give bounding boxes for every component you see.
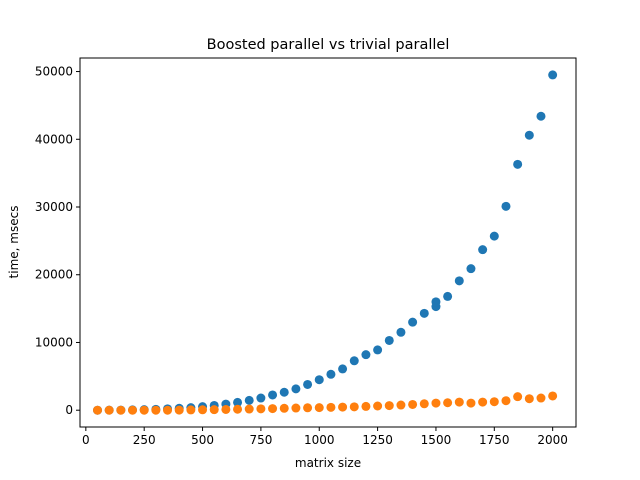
- data-point: [303, 403, 313, 413]
- data-point: [244, 404, 254, 414]
- data-point: [361, 350, 371, 360]
- data-point: [268, 404, 278, 414]
- data-point: [489, 397, 499, 407]
- data-point: [408, 317, 418, 327]
- x-tick-label: 250: [133, 433, 156, 447]
- x-tick-label: 1000: [304, 433, 335, 447]
- y-axis-ticks: 0 10000 20000 30000 40000 50000: [35, 65, 80, 417]
- data-point: [93, 405, 103, 415]
- data-point: [443, 398, 453, 408]
- data-point: [489, 231, 499, 241]
- data-point: [524, 130, 534, 140]
- data-point: [326, 402, 336, 412]
- y-tick-label: 40000: [35, 132, 73, 146]
- data-point: [209, 405, 219, 415]
- data-point: [314, 403, 324, 413]
- x-tick-label: 500: [191, 433, 214, 447]
- data-point: [548, 70, 558, 80]
- series-2: [93, 391, 558, 415]
- data-point: [314, 375, 324, 385]
- data-point: [513, 392, 523, 402]
- data-point: [198, 405, 208, 415]
- data-point: [326, 369, 336, 379]
- data-point: [384, 401, 394, 411]
- data-point: [501, 201, 511, 211]
- data-point: [151, 405, 161, 415]
- data-point: [478, 245, 488, 255]
- data-point: [349, 356, 359, 366]
- x-tick-label: 1250: [362, 433, 393, 447]
- data-point: [338, 364, 348, 374]
- data-point: [139, 405, 149, 415]
- y-tick-label: 30000: [35, 200, 73, 214]
- x-tick-label: 2000: [537, 433, 568, 447]
- y-tick-label: 20000: [35, 268, 73, 282]
- data-point: [256, 393, 266, 403]
- data-point: [501, 396, 511, 406]
- x-tick-label: 750: [249, 433, 272, 447]
- y-tick-label: 0: [65, 403, 73, 417]
- x-tick-label: 0: [82, 433, 90, 447]
- data-point: [291, 403, 301, 413]
- data-point: [384, 335, 394, 345]
- data-point: [454, 397, 464, 407]
- data-point: [513, 159, 523, 169]
- data-point: [396, 327, 406, 337]
- y-tick-label: 50000: [35, 65, 73, 79]
- chart-title: Boosted parallel vs trivial parallel: [207, 37, 450, 53]
- data-point: [373, 345, 383, 355]
- data-point: [431, 297, 441, 307]
- x-tick-label: 1500: [421, 433, 452, 447]
- data-point: [221, 404, 231, 414]
- data-point: [373, 401, 383, 411]
- data-point: [478, 397, 488, 407]
- data-point: [466, 398, 476, 408]
- data-point: [454, 276, 464, 286]
- data-point: [466, 264, 476, 274]
- data-point: [548, 391, 558, 401]
- axes-frame: [79, 57, 577, 428]
- data-point: [419, 308, 429, 318]
- data-point: [396, 400, 406, 410]
- data-point: [443, 291, 453, 301]
- data-point: [186, 405, 196, 415]
- x-axis-ticks: 0 250 500 750 1000 1250 1500 1750 2000: [82, 427, 568, 447]
- x-axis-label: matrix size: [295, 456, 361, 470]
- y-axis-label: time, msecs: [7, 206, 21, 279]
- data-point: [268, 390, 278, 400]
- data-point: [116, 405, 126, 415]
- x-tick-label: 1750: [479, 433, 510, 447]
- data-point: [244, 395, 254, 405]
- data-point: [233, 404, 243, 414]
- data-point: [174, 405, 184, 415]
- data-point: [536, 393, 546, 403]
- data-point: [128, 405, 138, 415]
- data-point: [524, 394, 534, 404]
- data-point: [419, 399, 429, 409]
- data-point: [536, 111, 546, 121]
- data-point: [338, 402, 348, 412]
- y-tick-label: 10000: [35, 335, 73, 349]
- data-point: [233, 397, 243, 407]
- data-point: [163, 405, 173, 415]
- data-point: [279, 387, 289, 397]
- data-point: [349, 402, 359, 412]
- data-point: [279, 403, 289, 413]
- plot-area: [79, 57, 577, 428]
- data-point: [431, 398, 441, 408]
- data-point: [104, 405, 114, 415]
- data-point: [361, 401, 371, 411]
- data-point: [408, 399, 418, 409]
- data-point: [256, 404, 266, 414]
- data-point: [291, 384, 301, 394]
- data-point: [303, 379, 313, 389]
